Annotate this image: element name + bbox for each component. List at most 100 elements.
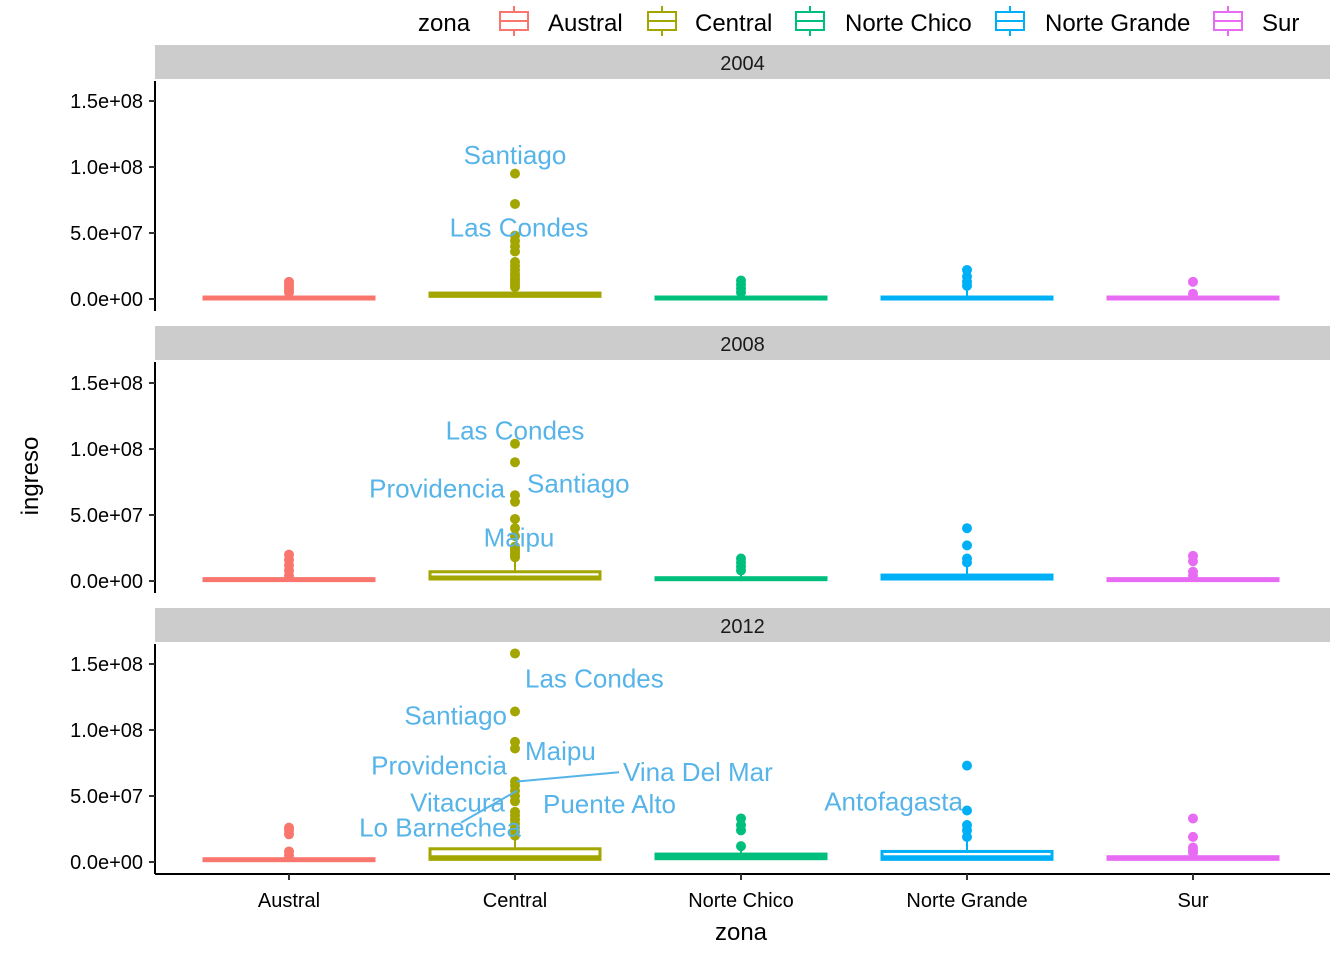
outlier-point xyxy=(962,264,972,275)
outlier-point xyxy=(736,841,746,852)
point-label: Las Condes xyxy=(450,213,589,243)
boxplot-austral xyxy=(202,549,376,583)
boxplot-norte-grande xyxy=(880,264,1054,301)
outlier-point xyxy=(510,531,520,542)
y-tick-label: 0.0e+00 xyxy=(70,289,143,311)
outlier-point xyxy=(1188,831,1198,842)
outlier-point xyxy=(510,438,520,449)
boxplot-central xyxy=(428,648,602,861)
legend-item: Norte Chico xyxy=(795,6,972,37)
label-leader-line xyxy=(516,771,620,783)
outlier-point xyxy=(1188,842,1198,853)
facet-strip xyxy=(155,45,1330,79)
outlier-point xyxy=(284,822,294,833)
label-leader-line xyxy=(460,789,518,824)
boxplot-norte-chico xyxy=(654,275,828,301)
facet-strip-label: 2012 xyxy=(720,616,765,638)
facet-strip xyxy=(155,326,1330,360)
point-label: Providencia xyxy=(371,751,507,781)
legend-label: Sur xyxy=(1262,10,1299,37)
x-tick-label: Norte Chico xyxy=(688,890,794,912)
box xyxy=(428,570,602,581)
y-tick-label: 5.0e+07 xyxy=(70,223,143,245)
y-tick-label: 1.0e+08 xyxy=(70,439,143,461)
legend-item: Austral xyxy=(499,6,623,37)
outlier-point xyxy=(510,523,520,534)
boxplot-sur xyxy=(1106,276,1280,301)
facet-panel-2012: 2012 0.0e+00 5.0e+07 1.0e+08 1.5e+08 Las Cond… xyxy=(70,608,1330,874)
point-label: Santiago xyxy=(527,468,630,498)
outlier-point xyxy=(510,198,520,209)
y-tick-label: 1.0e+08 xyxy=(70,157,143,179)
x-tick-label: Sur xyxy=(1177,890,1208,912)
point-label: Maipu xyxy=(525,736,596,766)
boxplot-norte-grande xyxy=(880,523,1054,581)
outlier-point xyxy=(1188,550,1198,561)
outlier-point xyxy=(284,549,294,560)
facet-strip-label: 2008 xyxy=(720,334,765,356)
outlier-point xyxy=(284,846,294,857)
outlier-point xyxy=(962,805,972,816)
point-label: Santiago xyxy=(464,140,567,170)
outlier-point xyxy=(510,806,520,817)
x-axis-title: zona xyxy=(715,919,768,946)
outlier-point xyxy=(510,648,520,659)
outlier-point xyxy=(962,553,972,564)
facet-panel-2008: 2008 0.0e+00 5.0e+07 1.0e+08 1.5e+08 Las Cond… xyxy=(70,326,1330,593)
outlier-point xyxy=(510,457,520,468)
point-label: Santiago xyxy=(404,700,507,730)
legend-label: Central xyxy=(695,10,772,37)
outlier-point xyxy=(510,490,520,501)
point-label: Maipu xyxy=(484,522,555,552)
boxplot-norte-chico xyxy=(654,553,828,582)
point-label: Las Condes xyxy=(525,664,664,694)
box xyxy=(428,847,602,861)
outlier-point xyxy=(510,541,520,552)
legend-item: Central xyxy=(647,6,772,37)
outlier-point xyxy=(1188,813,1198,824)
outlier-point xyxy=(736,275,746,286)
boxplot-austral xyxy=(202,822,376,863)
point-label: Vina Del Mar xyxy=(623,757,773,787)
facet-panels: 2004 0.0e+00 5.0e+07 1.0e+08 1.5e+08 Santiago… xyxy=(70,45,1330,874)
boxplot-sur xyxy=(1106,813,1280,861)
boxplot-norte-chico xyxy=(654,813,828,861)
y-axis-title: ingreso xyxy=(17,437,44,516)
outlier-point xyxy=(962,540,972,551)
x-axis: Austral Central Norte Chico Norte Grande Sur xyxy=(155,873,1330,912)
facet-strip-label: 2004 xyxy=(720,53,765,75)
x-tick-label: Norte Grande xyxy=(906,890,1027,912)
y-tick-label: 1.5e+08 xyxy=(70,373,143,395)
x-tick-label: Central xyxy=(483,890,547,912)
outlier-point xyxy=(1188,276,1198,287)
boxplot-central xyxy=(428,168,602,298)
boxplot-sur xyxy=(1106,550,1280,583)
legend-title: zona xyxy=(418,10,471,37)
y-tick-label: 1.5e+08 xyxy=(70,91,143,113)
facet-panel-2004: 2004 0.0e+00 5.0e+07 1.0e+08 1.5e+08 Santiago… xyxy=(70,45,1330,311)
y-tick-label: 1.0e+08 xyxy=(70,720,143,742)
outlier-point xyxy=(510,168,520,179)
y-tick-label: 1.5e+08 xyxy=(70,654,143,676)
outlier-point xyxy=(510,736,520,747)
y-tick-label: 0.0e+00 xyxy=(70,571,143,593)
outlier-point xyxy=(510,706,520,717)
point-label: Antofagasta xyxy=(824,786,963,816)
boxplot-norte-grande xyxy=(880,760,1054,861)
legend-label: Austral xyxy=(548,10,623,37)
outlier-point xyxy=(962,760,972,771)
point-label: Vitacura xyxy=(410,788,505,818)
legend-item: Sur xyxy=(1213,6,1299,37)
outlier-point xyxy=(510,513,520,524)
outlier-point xyxy=(510,776,520,787)
legend-label: Norte Chico xyxy=(845,10,972,37)
point-label: Lo Barnechea xyxy=(359,813,521,843)
legend: zona Austral Central Norte Chico Norte Gran… xyxy=(418,6,1299,37)
legend-label: Norte Grande xyxy=(1045,10,1190,37)
outlier-point xyxy=(962,820,972,831)
outlier-point xyxy=(510,257,520,268)
outlier-point xyxy=(1188,566,1198,577)
y-tick-label: 0.0e+00 xyxy=(70,852,143,874)
x-tick-label: Austral xyxy=(258,890,320,912)
boxplot-central xyxy=(428,438,602,581)
